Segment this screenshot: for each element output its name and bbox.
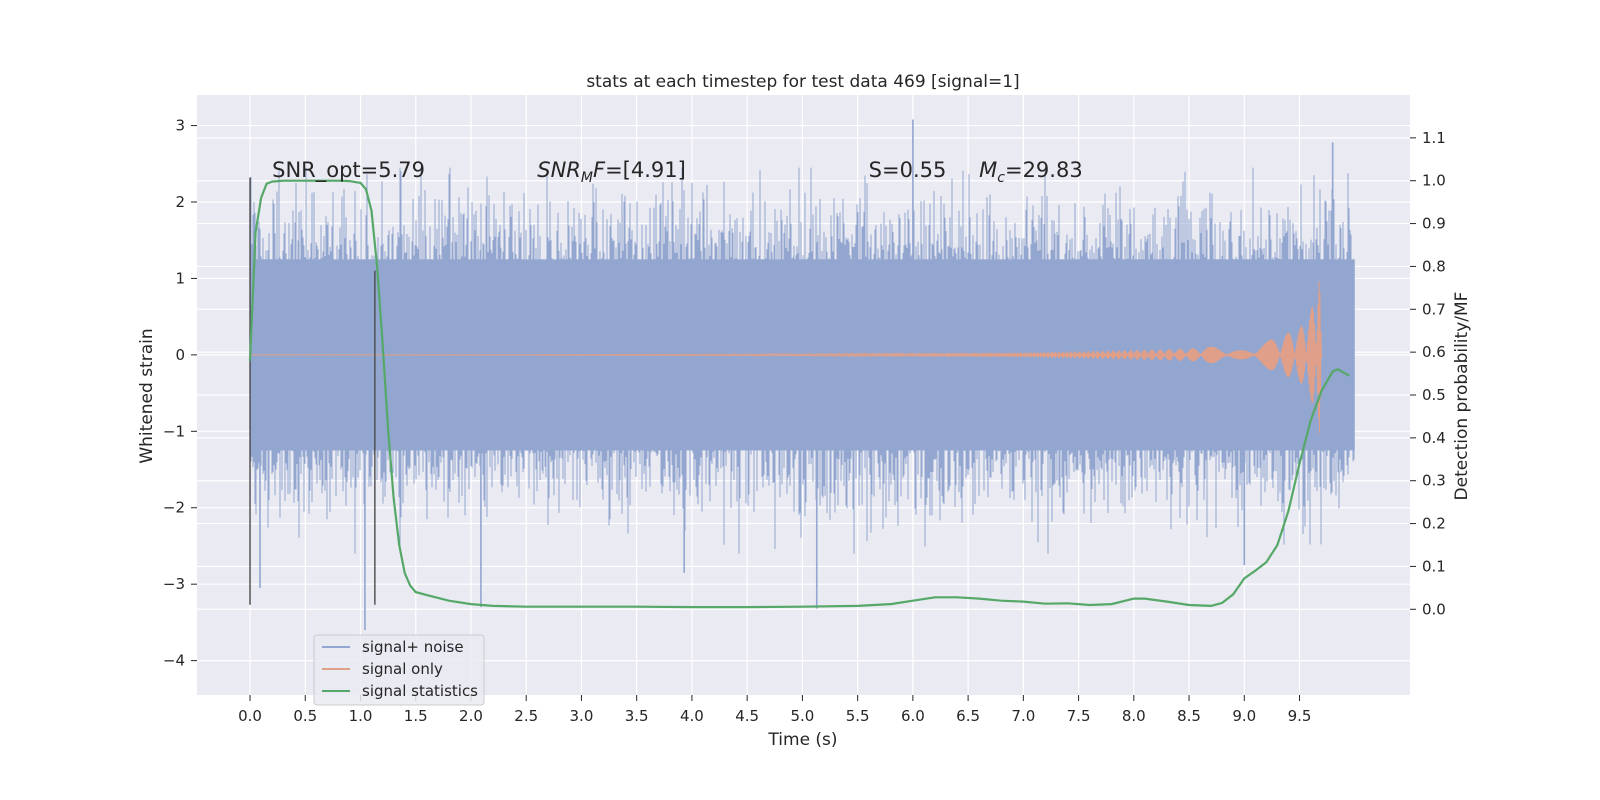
legend-label-signal-only: signal only	[362, 660, 443, 678]
y-right-tick-label: 0.3	[1422, 472, 1446, 490]
x-tick-label: 6.5	[956, 707, 980, 725]
x-axis-label: Time (s)	[767, 730, 837, 750]
y-left-tick-label: −3	[163, 575, 185, 593]
y-right-tick-label: 0.7	[1422, 300, 1446, 318]
x-tick-label: 0.0	[238, 707, 262, 725]
y-axis-left-label: Whitened strain	[137, 328, 157, 463]
x-tick-label: 9.5	[1288, 707, 1312, 725]
y-axis-right-label: Detection probability/MF	[1452, 292, 1472, 501]
y-left-tick-label: 0	[175, 346, 185, 364]
x-axis: 0.0 0.5 1.0 1.5 2.0 2.5 3.0 3.5 4.0 4.5 5.0 5.5 6.0 6…	[238, 695, 1311, 725]
x-tick-label: 3.5	[625, 707, 649, 725]
x-tick-label: 4.5	[735, 707, 759, 725]
y-right-tick-label: 0.9	[1422, 215, 1446, 233]
series-signal-only	[250, 281, 1322, 433]
legend-label-signal-noise: signal+ noise	[362, 638, 464, 656]
legend-label-signal-statistics: signal statistics	[362, 682, 478, 700]
x-tick-label: 6.0	[901, 707, 925, 725]
x-tick-label: 7.5	[1067, 707, 1091, 725]
annotation-0: SNR_opt=5.79	[272, 158, 425, 183]
y-left-tick-label: −4	[163, 652, 185, 670]
x-tick-label: 8.5	[1177, 707, 1201, 725]
chart-title: stats at each timestep for test data 469…	[586, 72, 1019, 92]
y-axis-right: 1.1 1.0 0.9 0.8 0.7 0.6 0.5 0.4 0.3 0.2 0.1 0.0	[1410, 129, 1446, 618]
y-left-tick-label: −1	[163, 422, 185, 440]
x-tick-label: 2.0	[459, 707, 483, 725]
y-right-tick-label: 0.2	[1422, 515, 1446, 533]
y-axis-left: 3 2 1 0 −1 −2 −3 −4	[163, 117, 197, 670]
x-tick-label: 1.5	[404, 707, 428, 725]
y-right-tick-label: 0.4	[1422, 429, 1446, 447]
annotation-2: S=0.55	[869, 158, 947, 182]
y-right-tick-label: 0.5	[1422, 386, 1446, 404]
x-tick-label: 5.0	[790, 707, 814, 725]
x-tick-label: 4.0	[680, 707, 704, 725]
x-tick-label: 2.5	[514, 707, 538, 725]
y-left-tick-label: −2	[163, 499, 185, 517]
marker-lines	[249, 177, 376, 605]
y-left-tick-label: 1	[175, 269, 185, 287]
legend-box	[313, 634, 485, 706]
y-right-tick-label: 0.6	[1422, 343, 1446, 361]
annotation-3: Mc=29.83	[979, 158, 1083, 186]
annotations: SNR_opt=5.79 SNRMF=[4.91] S=0.55 Mc=29.83	[272, 158, 1083, 186]
y-right-tick-label: 0.0	[1422, 600, 1446, 618]
y-right-tick-label: 0.8	[1422, 257, 1446, 275]
annotation-1: SNRMF=[4.91]	[537, 158, 686, 186]
x-tick-label: 9.0	[1232, 707, 1256, 725]
x-tick-label: 1.0	[349, 707, 373, 725]
x-tick-label: 7.0	[1011, 707, 1035, 725]
y-right-tick-label: 1.0	[1422, 172, 1446, 190]
x-tick-label: 0.5	[293, 707, 317, 725]
x-tick-label: 8.0	[1122, 707, 1146, 725]
y-right-tick-label: 1.1	[1422, 129, 1446, 147]
y-left-tick-label: 3	[175, 117, 185, 135]
x-tick-label: 3.0	[570, 707, 594, 725]
signal-statistics-line	[248, 179, 1350, 609]
legend: signal+ noise signal only signal statist…	[313, 634, 485, 706]
x-tick-label: 5.5	[846, 707, 870, 725]
y-left-tick-label: 2	[175, 193, 185, 211]
y-right-tick-label: 0.1	[1422, 557, 1446, 575]
signal-only-trace	[250, 281, 1322, 433]
series-signal-statistics	[248, 179, 1350, 609]
